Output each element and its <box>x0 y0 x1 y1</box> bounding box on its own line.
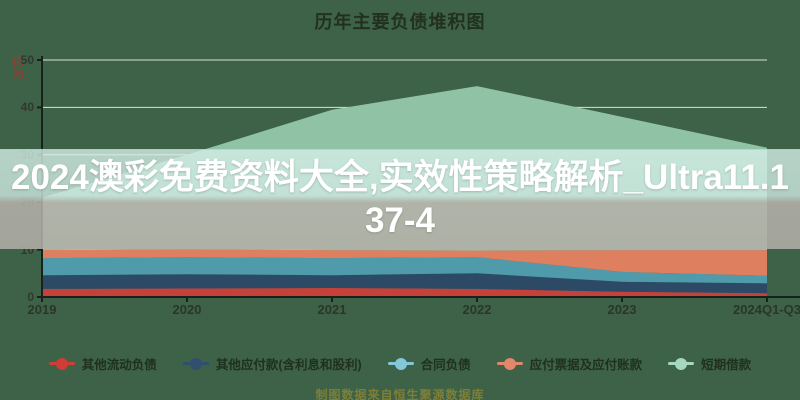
legend-item[interactable]: 其他应付款(含利息和股利) <box>182 354 362 373</box>
y-tick-label: 40 <box>20 100 34 115</box>
legend-marker-icon <box>387 357 414 370</box>
legend-marker-icon <box>668 357 695 370</box>
x-tick-label: 2023 <box>607 302 637 317</box>
legend-marker-icon <box>496 357 523 370</box>
data-source-note: 制图数据来自恒生聚源数据库 <box>315 388 485 400</box>
watermark-text: 2024澳彩免费资料大全,实效性策略解析_Ultra11.137-4 <box>11 157 789 240</box>
legend-label: 其他应付款(含利息和股利) <box>215 358 362 372</box>
y-tick-label: 50 <box>20 53 34 67</box>
legend-item[interactable]: 其他流动负债 <box>48 354 157 373</box>
watermark-banner: 2024澳彩免费资料大全,实效性策略解析_Ultra11.137-4 <box>0 149 800 249</box>
chart-legend: 其他流动负债 其他应付款(含利息和股利) 合同负债 应付票据及应付账款 短期借款 <box>0 354 800 373</box>
x-tick-label: 2021 <box>317 302 347 317</box>
x-tick-label: 2022 <box>462 302 492 317</box>
chart-title: 历年主要负债堆积图 <box>314 12 486 32</box>
legend-item[interactable]: 合同负债 <box>387 354 471 373</box>
legend-item[interactable]: 短期借款 <box>668 354 751 373</box>
legend-label: 短期借款 <box>701 358 752 372</box>
y-tick-label: 0 <box>27 290 34 304</box>
legend-label: 其他流动负债 <box>81 358 157 372</box>
legend-label: 应付票据及应付账款 <box>529 358 643 372</box>
y-axis-unit-label: 亿元 <box>11 56 23 80</box>
x-tick-label: 2020 <box>172 302 202 317</box>
legend-label: 合同负债 <box>420 358 471 372</box>
legend-item[interactable]: 应付票据及应付账款 <box>496 354 643 373</box>
legend-marker-icon <box>182 357 209 370</box>
x-tick-label: 2024Q1-Q3 <box>733 302 800 317</box>
x-tick-label: 2019 <box>27 302 57 317</box>
legend-marker-icon <box>48 357 75 370</box>
